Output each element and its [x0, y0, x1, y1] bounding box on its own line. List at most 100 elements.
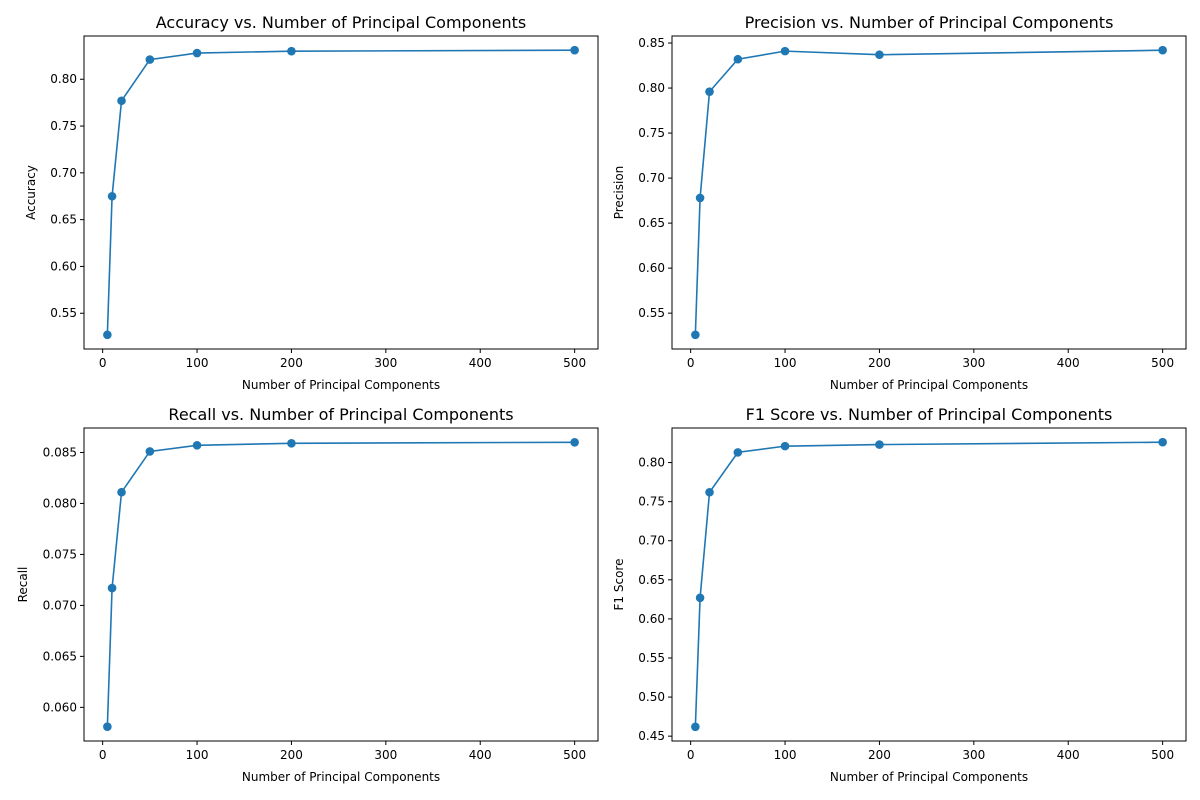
- data-point: [103, 330, 112, 340]
- data-point: [733, 54, 743, 64]
- x-tick-label: 200: [280, 748, 303, 762]
- x-tick-label: 100: [186, 356, 209, 370]
- x-axis-label: Number of Principal Components: [242, 378, 440, 392]
- panel-precision: Precision vs. Number of Principal Compon…: [612, 13, 1187, 392]
- y-axis-label: F1 Score: [612, 559, 626, 611]
- panel-title: Precision vs. Number of Principal Compon…: [745, 13, 1114, 32]
- x-tick-label: 400: [1057, 748, 1080, 762]
- x-tick-label: 500: [1151, 356, 1174, 370]
- y-tick-label: 0.50: [638, 690, 665, 704]
- data-point: [145, 447, 155, 456]
- data-point: [691, 722, 700, 732]
- x-tick-label: 200: [280, 356, 303, 370]
- data-point: [780, 441, 790, 451]
- y-axis-label: Recall: [16, 567, 30, 603]
- y-tick-label: 0.60: [638, 612, 665, 626]
- panel-accuracy: Accuracy vs. Number of Principal Compone…: [24, 13, 599, 392]
- data-point: [1158, 45, 1167, 55]
- y-tick-label: 0.80: [638, 81, 665, 95]
- x-tick-label: 300: [962, 356, 985, 370]
- y-tick-label: 0.65: [638, 216, 665, 230]
- x-tick-label: 0: [687, 356, 695, 370]
- data-point: [570, 437, 579, 447]
- data-point: [192, 441, 202, 450]
- data-point: [780, 46, 790, 56]
- data-point: [107, 583, 117, 593]
- data-point: [695, 193, 705, 203]
- data-point: [103, 722, 112, 732]
- y-tick-label: 0.085: [43, 445, 77, 459]
- x-axis-label: Number of Principal Components: [242, 770, 440, 784]
- y-tick-label: 0.60: [638, 261, 665, 275]
- axes-frame: [83, 35, 599, 350]
- data-point: [691, 330, 700, 340]
- y-tick-label: 0.065: [43, 649, 77, 663]
- panel-title: Accuracy vs. Number of Principal Compone…: [156, 13, 526, 32]
- y-tick-label: 0.65: [50, 213, 77, 227]
- panel-title: F1 Score vs. Number of Principal Compone…: [746, 405, 1113, 424]
- plot-area: 0 100 200 300 400 500 0.55 0.60 0.65 0.70 0.75 0.80: [50, 35, 599, 370]
- data-point: [695, 593, 705, 603]
- y-tick-label: 0.55: [638, 651, 665, 665]
- y-tick-label: 0.70: [50, 166, 77, 180]
- panel-title: Recall vs. Number of Principal Component…: [168, 405, 513, 424]
- x-tick-label: 200: [868, 356, 891, 370]
- data-point: [287, 46, 296, 56]
- x-tick-label: 100: [186, 748, 209, 762]
- y-tick-label: 0.55: [50, 306, 77, 320]
- y-tick-label: 0.55: [638, 306, 665, 320]
- x-tick-label: 300: [962, 748, 985, 762]
- y-axis-label: Precision: [612, 166, 626, 220]
- x-tick-label: 400: [469, 748, 492, 762]
- y-tick-label: 0.60: [50, 259, 77, 273]
- y-tick-label: 0.070: [43, 598, 77, 612]
- y-tick-label: 0.45: [638, 729, 665, 743]
- x-tick-label: 100: [774, 356, 797, 370]
- data-point: [570, 45, 579, 55]
- data-point: [107, 191, 117, 201]
- y-tick-label: 0.70: [638, 534, 665, 548]
- plot-area: 0 100 200 300 400 500 0.55 0.60 0.65 0.70 0.75 0.80…: [638, 35, 1187, 370]
- x-tick-label: 500: [1151, 748, 1174, 762]
- x-tick-label: 0: [99, 748, 107, 762]
- axes-frame: [671, 35, 1187, 350]
- y-tick-label: 0.060: [43, 700, 77, 714]
- data-point: [1158, 437, 1167, 447]
- data-point: [705, 87, 714, 96]
- x-tick-label: 500: [563, 356, 586, 370]
- x-tick-label: 300: [374, 748, 397, 762]
- plot-area: 0 100 200 300 400 500 0.060 0.065 0.070 0.075 0.08…: [43, 427, 599, 762]
- y-tick-label: 0.85: [638, 36, 665, 50]
- x-tick-label: 400: [1057, 356, 1080, 370]
- y-tick-label: 0.65: [638, 573, 665, 587]
- y-tick-label: 0.80: [50, 72, 77, 86]
- data-point: [733, 448, 743, 457]
- data-point: [145, 55, 155, 64]
- panel-recall: Recall vs. Number of Principal Component…: [16, 405, 599, 784]
- y-tick-label: 0.075: [43, 547, 77, 561]
- x-tick-label: 0: [687, 748, 695, 762]
- x-axis-label: Number of Principal Components: [830, 770, 1028, 784]
- y-tick-label: 0.75: [638, 126, 665, 140]
- x-tick-label: 0: [99, 356, 107, 370]
- x-tick-label: 200: [868, 748, 891, 762]
- data-point: [192, 48, 202, 58]
- y-axis-label: Accuracy: [24, 165, 38, 220]
- axes-frame: [671, 427, 1187, 742]
- data-point: [875, 440, 884, 449]
- y-tick-label: 0.080: [43, 496, 77, 510]
- plot-area: 0 100 200 300 400 500 0.45 0.50 0.55 0.60 0.65 0.70…: [638, 427, 1187, 762]
- data-point: [875, 50, 884, 60]
- x-tick-label: 300: [374, 356, 397, 370]
- x-tick-label: 100: [774, 748, 797, 762]
- y-tick-label: 0.70: [638, 171, 665, 185]
- data-point: [705, 487, 714, 497]
- x-tick-label: 500: [563, 748, 586, 762]
- axes-frame: [83, 427, 599, 742]
- data-point: [117, 96, 126, 106]
- y-tick-label: 0.75: [50, 119, 77, 133]
- y-tick-label: 0.80: [638, 456, 665, 470]
- panel-f1-score: F1 Score vs. Number of Principal Compone…: [612, 405, 1187, 784]
